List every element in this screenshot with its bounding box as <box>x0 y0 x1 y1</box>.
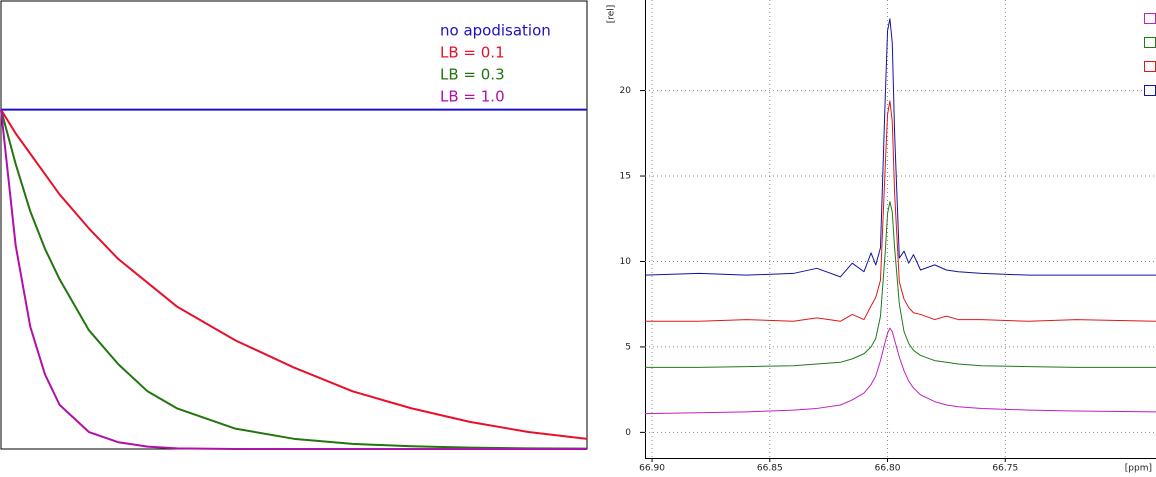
series-line <box>645 201 1156 368</box>
legend-entry: no apodisation <box>440 22 551 40</box>
legend-entry: LB = 0.3 <box>440 66 505 84</box>
legend-swatch <box>1144 37 1156 48</box>
x-tick-label: 66.85 <box>757 464 783 474</box>
y-tick-label: 5 <box>625 342 631 352</box>
legend-swatch <box>1144 61 1156 72</box>
legend-swatch <box>1144 85 1156 96</box>
legend-entry: LB = 0.1 <box>440 44 505 62</box>
y-tick-label: 0 <box>625 428 631 438</box>
legend-entry: LB = 1.0 <box>440 88 505 106</box>
series-line <box>0 109 588 450</box>
y-tick-label: 10 <box>620 257 632 267</box>
series-line <box>644 327 1156 415</box>
series-line <box>0 109 587 450</box>
y-axis-label: [rel] <box>607 5 617 24</box>
x-tick-label: 66.80 <box>875 464 901 474</box>
series-line <box>0 109 588 440</box>
series-line <box>644 18 1156 278</box>
y-tick-label: 20 <box>620 86 632 96</box>
legend-swatch <box>1144 13 1156 24</box>
x-tick-label: 66.90 <box>639 464 665 474</box>
x-tick-label: 66.75 <box>992 464 1018 474</box>
series-line <box>645 100 1156 322</box>
y-tick-label: 15 <box>620 172 631 182</box>
x-axis-label: [ppm] <box>1125 464 1152 474</box>
